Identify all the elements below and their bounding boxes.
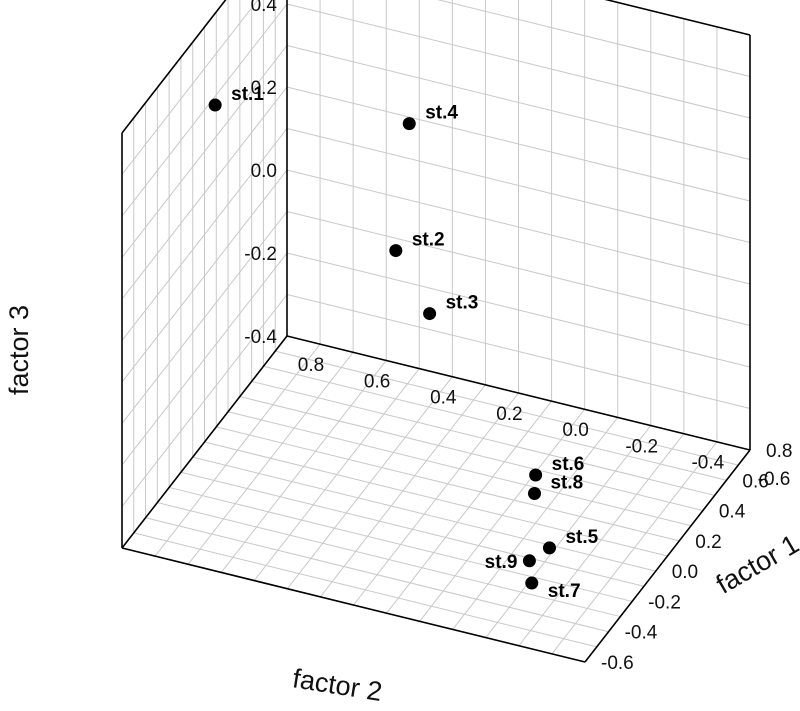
left-wall-gridline: [286, 128, 751, 243]
factor2-tick-label: 0.2: [496, 404, 522, 425]
factor1-tick-label: -0.2: [648, 592, 681, 613]
factor2-tick-label: 0.8: [298, 355, 324, 376]
floor-gridline: [551, 441, 718, 655]
frame-edge: [121, 0, 227, 134]
factor3-tick-label: -0.2: [244, 244, 277, 265]
right-wall-gridline: [121, 128, 288, 341]
frame-edge: [604, 0, 751, 36]
factor2-tick-label: -0.6: [758, 469, 791, 490]
floor-gridline: [386, 400, 552, 614]
factor1-tick-label: 0.8: [766, 441, 792, 462]
factor1-tick-label: -0.4: [625, 623, 658, 644]
factor1-tick-label: 0.4: [719, 502, 746, 523]
point-label: st.3: [446, 293, 479, 314]
right-wall-gridline: [121, 3, 288, 217]
factor1-tick-label: 0.2: [695, 532, 721, 553]
data-point-st2: [389, 244, 403, 258]
right-wall-gridline: [121, 252, 288, 466]
left-wall-gridline: [286, 211, 751, 326]
factor3-tick-label: 0.0: [251, 161, 277, 182]
point-label: st.9: [485, 552, 518, 573]
data-point-st6: [529, 468, 543, 482]
factor2-tick-label: -0.2: [625, 436, 658, 457]
point-label: st.6: [552, 454, 585, 475]
right-wall-gridline: [121, 45, 288, 258]
data-point-st8: [527, 486, 541, 500]
grid-layer: [121, 0, 751, 655]
x-axis-title: factor 1: [711, 529, 800, 600]
floor-gridline: [518, 433, 685, 647]
data-point-st9: [522, 554, 536, 568]
data-point-st4: [402, 117, 416, 131]
z-axis-title: factor 3: [4, 305, 34, 395]
point-label: st.1: [231, 84, 264, 105]
frame-edge: [121, 335, 288, 549]
tick-labels: -0.6 -0.4 -0.2 0.0 0.2 0.4 0.6 0.8 0.8 0.6 0.4 0.2 0…: [244, 0, 792, 674]
floor-gridline: [286, 376, 453, 590]
frame-edge: [121, 547, 586, 663]
factor3-tick-label: 0.4: [251, 0, 278, 16]
axis-frame: [121, 0, 751, 663]
left-wall-gridline: [437, 0, 751, 77]
floor-gridline: [220, 360, 387, 573]
factor2-tick-label: 0.6: [364, 371, 390, 392]
right-wall-gridline: [121, 169, 288, 383]
factor2-tick-label: -0.4: [691, 453, 724, 474]
right-wall-gridline: [121, 86, 288, 300]
right-wall-gridline: [121, 211, 288, 424]
right-wall-gridline: [121, 0, 259, 175]
point-label: st.4: [425, 103, 458, 124]
left-wall-gridline: [286, 294, 751, 409]
left-wall-gridline: [286, 169, 751, 285]
frame-edge: [286, 335, 751, 451]
left-wall-gridline: [286, 45, 751, 160]
left-wall-gridline: [286, 86, 751, 202]
left-wall-gridline: [286, 3, 751, 119]
floor-gridline: [485, 425, 652, 638]
frame-edge: [584, 449, 751, 663]
right-wall-gridline: [121, 294, 288, 507]
data-points: st.1 st.4 st.2 st.3 st.6st.8 st.5 st.9 st.7: [208, 84, 599, 602]
floor-gridline: [154, 343, 321, 557]
data-point-st7: [525, 576, 539, 590]
point-label: st.7: [548, 581, 581, 602]
data-point-st3: [423, 307, 437, 321]
data-point-st1: [208, 98, 222, 112]
data-point-st5: [542, 541, 556, 555]
floor-gridline: [187, 351, 354, 565]
point-label: st.8: [550, 472, 583, 493]
factor2-tick-label: 0.4: [430, 388, 457, 409]
y-axis-title: factor 2: [291, 663, 385, 707]
factor3-tick-label: -0.4: [244, 327, 277, 348]
factor2-tick-label: 0.0: [562, 420, 588, 441]
floor-gridline: [452, 417, 619, 630]
floor-gridline: [320, 384, 486, 598]
factor1-tick-label: 0.6: [742, 471, 768, 492]
floor-gridline: [353, 392, 519, 606]
floor-gridline: [419, 408, 586, 622]
factor1-tick-label: 0.0: [672, 562, 698, 583]
floor-gridline: [253, 368, 420, 581]
factor1-tick-label: -0.6: [601, 653, 634, 674]
point-label: st.5: [565, 527, 598, 548]
left-wall-gridline: [286, 252, 751, 368]
factor3-tick-label: 0.2: [251, 78, 277, 99]
point-label: st.2: [412, 230, 445, 251]
